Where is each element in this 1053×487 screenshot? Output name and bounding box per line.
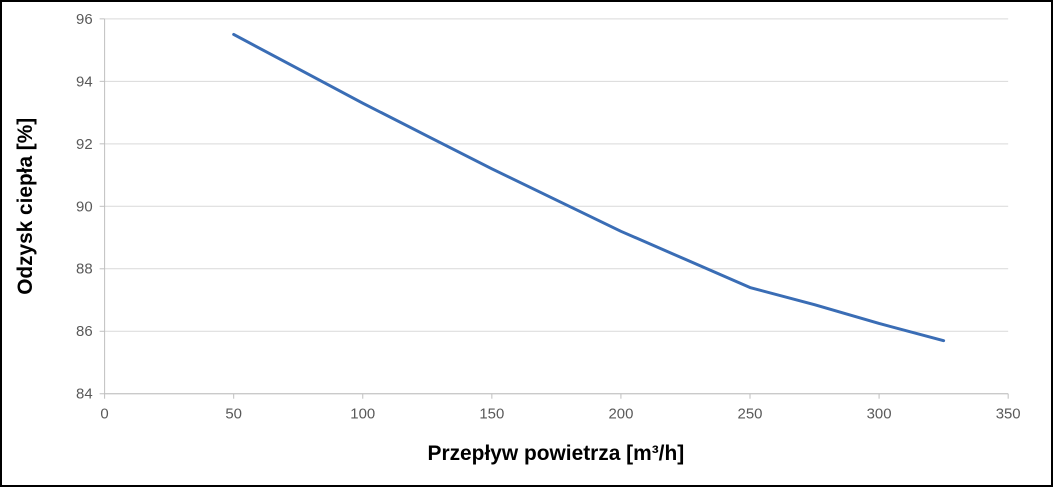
gridlines — [104, 18, 1009, 395]
y-tick-label-96: 96 — [76, 12, 93, 28]
x-tick-label-0: 0 — [100, 407, 108, 423]
x-tick-label-300: 300 — [867, 407, 892, 423]
y-tick-label-92: 92 — [76, 137, 93, 153]
y-tick-label-84: 84 — [76, 387, 93, 403]
x-tick-label-50: 50 — [225, 407, 242, 423]
y-tick-label-94: 94 — [76, 74, 93, 90]
axis-lines — [99, 18, 1009, 399]
x-tick-label-250: 250 — [738, 407, 763, 423]
series-line-heat-recovery — [232, 32, 946, 343]
y-axis-title: Odzysk ciepła [%] — [14, 118, 37, 295]
x-tick-label-200: 200 — [608, 407, 633, 423]
y-tick-label-86: 86 — [76, 324, 93, 340]
y-axis-tick-labels: 84 86 88 90 92 94 96 — [76, 12, 93, 403]
x-tick-label-150: 150 — [479, 407, 504, 423]
x-axis-title: Przepływ powietrza [m³/h] — [428, 442, 685, 465]
y-tick-label-90: 90 — [76, 199, 93, 215]
y-tick-label-88: 88 — [76, 262, 93, 278]
x-tick-label-100: 100 — [350, 407, 375, 423]
x-tick-label-350: 350 — [996, 407, 1021, 423]
x-axis-tick-labels: 0 50 100 150 200 250 300 350 — [100, 407, 1020, 423]
